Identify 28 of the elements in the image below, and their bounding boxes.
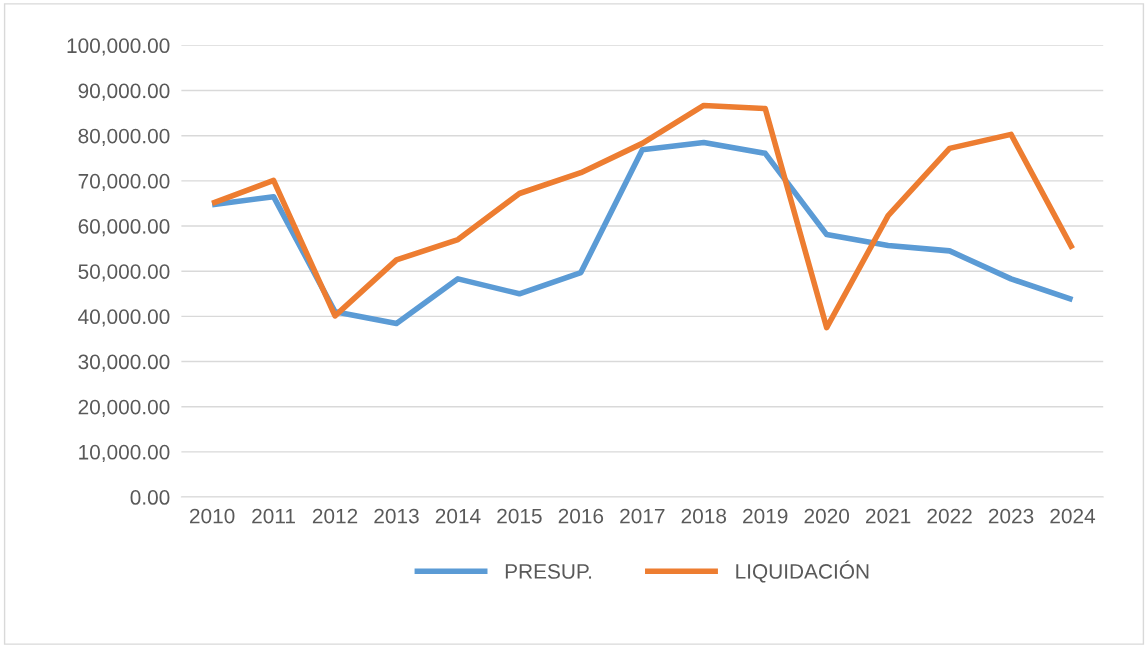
x-tick-label: 2018 <box>681 508 727 524</box>
x-tick-label: 2019 <box>743 508 788 524</box>
x-tick-label: 2020 <box>804 508 850 524</box>
x-tick-label: 2010 <box>189 508 235 524</box>
y-tick-label: 90,000.00 <box>78 83 170 101</box>
x-tick-label: 2023 <box>988 508 1034 524</box>
y-tick-label: 20,000.00 <box>78 399 170 417</box>
x-tick-label: 2012 <box>312 508 358 524</box>
x-tick-label: 2021 <box>866 508 911 524</box>
y-tick-label: 0.00 <box>130 490 170 505</box>
y-tick-label: 70,000.00 <box>78 173 170 192</box>
x-tick-label: 2013 <box>374 508 419 524</box>
y-tick-label: 80,000.00 <box>78 128 170 146</box>
legend-label: PRESUP. <box>505 564 592 579</box>
x-tick-label: 2016 <box>558 508 604 524</box>
y-tick-label: 10,000.00 <box>79 444 170 463</box>
x-tick-label: 2011 <box>252 508 295 524</box>
x-tick-label: 2014 <box>435 508 481 524</box>
y-tick-label: 50,000.00 <box>78 264 170 282</box>
y-tick-label: 30,000.00 <box>78 354 170 372</box>
y-tick-label: 100,000.00 <box>67 38 170 56</box>
x-tick-label: 2022 <box>927 508 972 524</box>
y-tick-label: 40,000.00 <box>78 309 170 327</box>
legend-label: LIQUIDACIÓN <box>736 560 869 583</box>
x-tick-label: 2015 <box>497 508 542 524</box>
x-tick-label: 2017 <box>620 508 665 524</box>
x-tick-label: 2024 <box>1050 508 1096 524</box>
y-tick-label: 60,000.00 <box>78 219 170 237</box>
